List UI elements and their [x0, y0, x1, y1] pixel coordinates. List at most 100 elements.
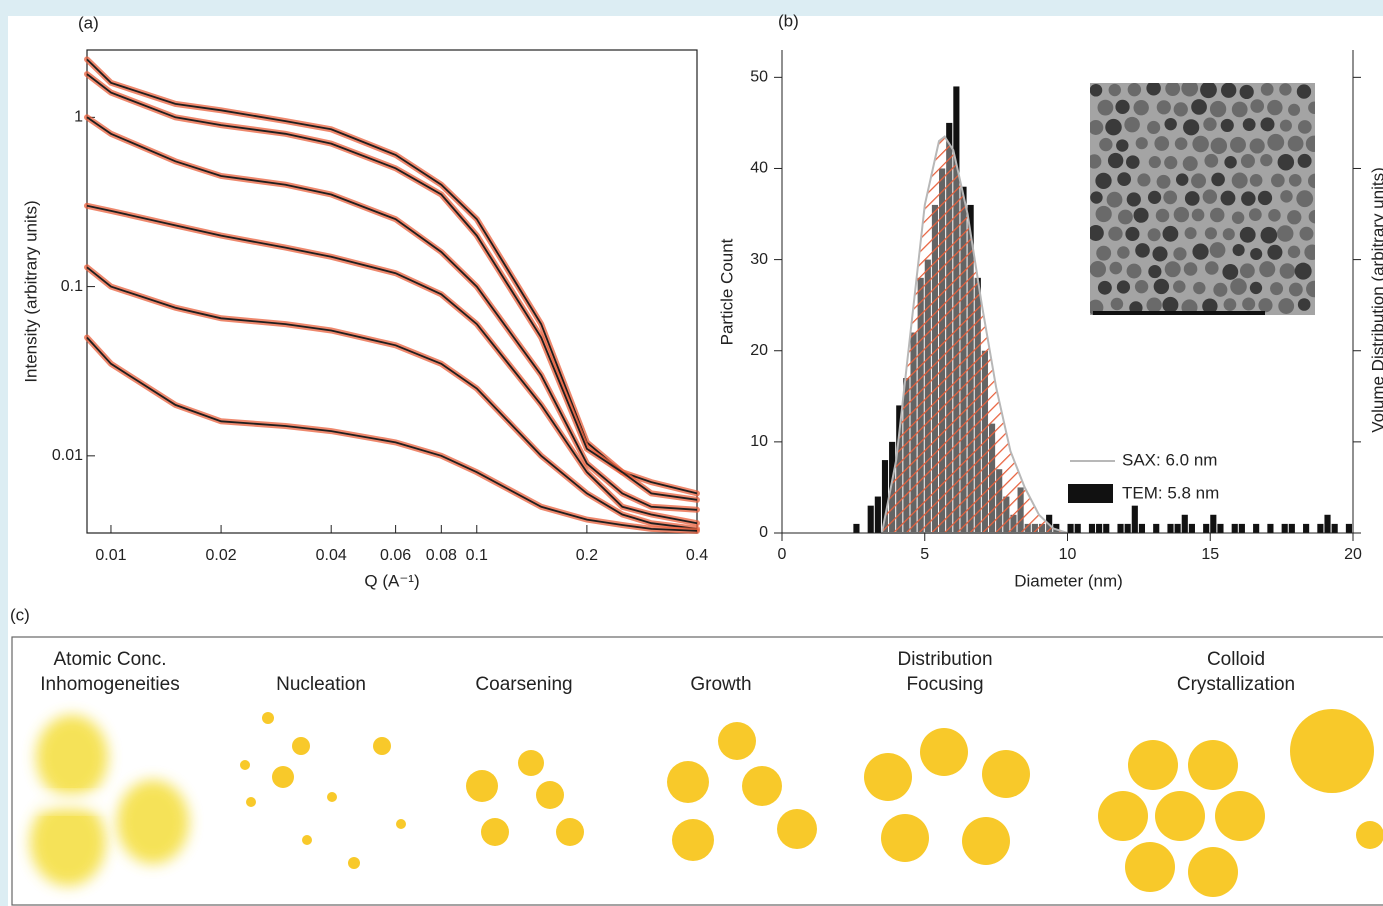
inset-particle — [1230, 278, 1247, 295]
inset-particle — [1306, 280, 1315, 298]
inset-particle — [1250, 99, 1265, 113]
inset-particle — [1249, 281, 1263, 295]
plot-frame — [86, 49, 698, 534]
particle — [466, 770, 498, 802]
inset-particle — [1276, 225, 1294, 242]
inset-particle — [1297, 120, 1312, 134]
inset-particle — [1260, 83, 1274, 96]
particle — [1356, 821, 1383, 849]
y-axis-label: Particle Count — [717, 238, 736, 345]
inset-particle — [1184, 191, 1200, 206]
inset-particle — [1249, 174, 1263, 187]
inset-particle — [1267, 244, 1283, 260]
inset-particle — [1115, 99, 1130, 115]
particle — [518, 750, 544, 776]
inset-particle — [1173, 280, 1186, 293]
inset-particle — [1109, 261, 1123, 275]
inset-particle — [1090, 120, 1104, 135]
histogram-bar — [1203, 523, 1210, 533]
inset-particle — [1296, 84, 1312, 99]
particle — [777, 809, 817, 849]
particle — [327, 792, 337, 802]
inset-particle — [1278, 298, 1295, 314]
inset-particle — [1280, 190, 1293, 203]
inset-particle — [1279, 263, 1296, 279]
inset-particle — [1211, 172, 1225, 187]
inset-particle — [1134, 279, 1149, 294]
sax-area — [880, 135, 1068, 534]
particle — [246, 797, 256, 807]
inset-particle — [1277, 153, 1295, 171]
stage-label: Nucleation — [276, 674, 366, 695]
inset-particle — [1204, 153, 1219, 168]
inset-particle — [1127, 83, 1142, 97]
inset-particle — [1124, 116, 1140, 133]
atomic-blob — [117, 780, 189, 864]
particle — [667, 761, 709, 803]
histogram-bar — [1317, 523, 1324, 533]
stage-label: Atomic Conc. — [54, 649, 167, 670]
inset-particle — [1260, 153, 1273, 167]
panel-label: (c) — [10, 605, 30, 624]
inset-particle — [1250, 247, 1263, 261]
inset-particle — [1173, 247, 1187, 261]
inset-particle — [1223, 298, 1237, 311]
inset-particle — [1173, 102, 1188, 117]
inset-particle — [1154, 136, 1170, 151]
inset-particle — [1148, 155, 1161, 169]
panel-label: (a) — [78, 13, 99, 32]
inset-particle — [1304, 244, 1315, 261]
inset-particle — [1164, 117, 1177, 131]
inset-particle — [1090, 191, 1103, 204]
inset-particle — [1095, 205, 1112, 223]
inset-particle — [1288, 282, 1303, 297]
inset-particle — [1148, 265, 1162, 279]
inset-particle — [1232, 243, 1245, 257]
histogram-bar — [1181, 514, 1188, 533]
inset-particle — [1308, 209, 1315, 224]
histogram-bar — [1174, 523, 1181, 533]
histogram-bar — [1303, 523, 1310, 533]
inset-particle — [1163, 190, 1178, 205]
inset-particle — [1260, 117, 1275, 132]
inset-particle — [1183, 119, 1200, 136]
inset-particle — [1267, 133, 1285, 151]
x-tick-label: 0 — [778, 546, 787, 563]
particle — [396, 819, 406, 829]
histogram-bar — [1331, 523, 1338, 533]
inset-particle — [1224, 156, 1237, 169]
inset-particle — [1182, 156, 1198, 172]
inset-particle — [1135, 243, 1150, 258]
y2-axis-label: Volume Distribution (arbitrary units) — [1368, 167, 1383, 432]
inset-particle — [1287, 245, 1301, 259]
fit-line — [86, 204, 698, 525]
inset-particle — [1133, 207, 1149, 223]
histogram-bar — [1167, 523, 1174, 533]
x-tick-label: 0.06 — [380, 547, 411, 564]
legend-label: TEM: 5.8 nm — [1122, 483, 1219, 502]
blob-gap — [36, 795, 106, 809]
inset-particle — [1231, 101, 1248, 118]
particle — [556, 818, 584, 846]
histogram-bar — [1345, 523, 1352, 533]
inset-particle — [1268, 209, 1281, 222]
inset-particle — [1191, 173, 1207, 189]
inset-particle — [1287, 135, 1304, 152]
inset-particle — [1099, 137, 1113, 152]
x-tick-label: 15 — [1201, 546, 1219, 563]
inset-particle — [1105, 118, 1122, 136]
particle — [240, 760, 250, 770]
particle — [262, 712, 274, 724]
particle — [742, 766, 782, 806]
y-tick-label: 50 — [750, 69, 768, 86]
y-tick-label: 40 — [750, 160, 768, 177]
inset-particle — [1231, 211, 1245, 224]
inset-particle — [1205, 261, 1219, 275]
inset-particle — [1146, 83, 1161, 96]
particle — [1125, 842, 1175, 892]
inset-particle — [1209, 100, 1227, 118]
inset-particle — [1155, 208, 1170, 223]
inset-particle — [1117, 172, 1132, 186]
inset-particle — [1117, 209, 1133, 225]
